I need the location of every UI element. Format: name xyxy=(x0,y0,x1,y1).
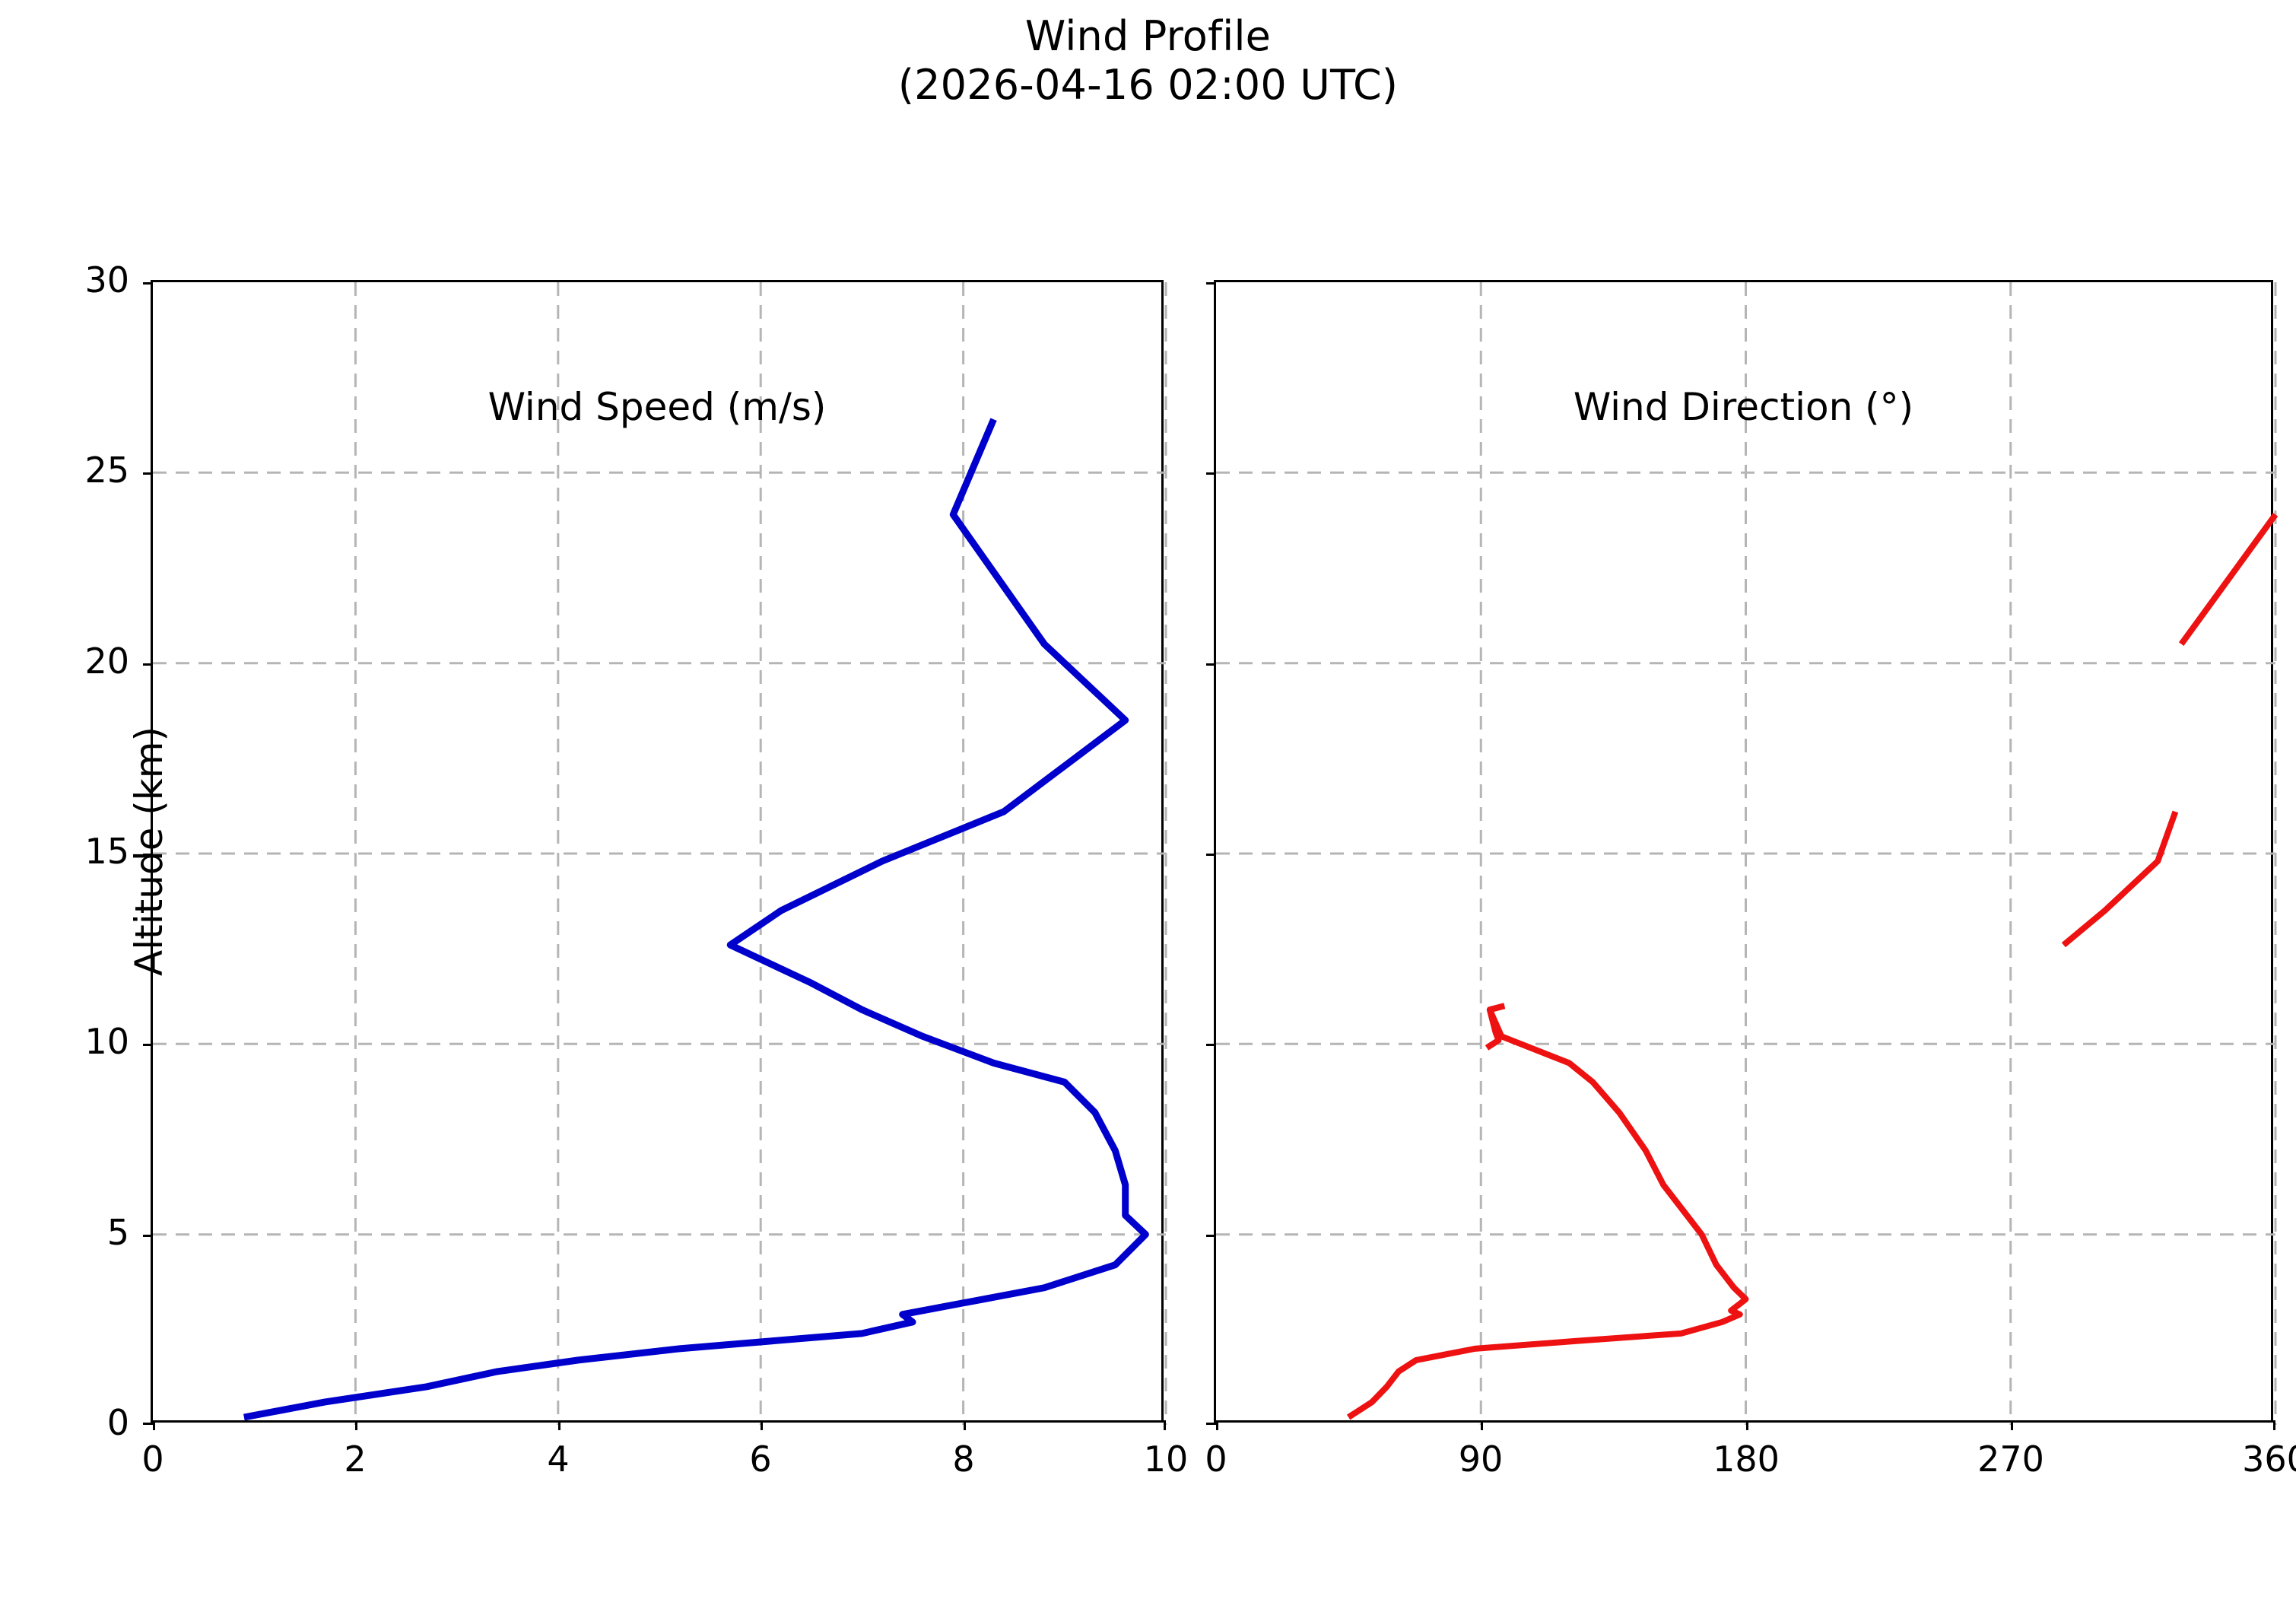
yticklabel-0: 0 xyxy=(106,1402,129,1443)
xticklabel-dir-360: 360 xyxy=(2242,1439,2296,1480)
yticklabel-20: 20 xyxy=(84,640,129,682)
yticklabel-15: 15 xyxy=(84,831,129,872)
xticklabel-speed-0: 0 xyxy=(141,1439,164,1480)
horizontal-gridlines xyxy=(1216,471,2275,1236)
xtick-speed-4 xyxy=(558,1420,561,1430)
xtick-dir-360 xyxy=(2273,1420,2275,1430)
ytick-speed-20 xyxy=(143,663,153,666)
yticklabel-25: 25 xyxy=(84,450,129,491)
ytick-speed-0 xyxy=(143,1423,153,1425)
ytick-dir-20 xyxy=(1206,663,1216,666)
xticklabel-dir-270: 270 xyxy=(1977,1439,2044,1480)
xaxis-label-wind-direction: Wind Direction (°) xyxy=(1573,385,1914,429)
title-timestamp: (2026-04-16 02:00 UTC) xyxy=(897,60,1399,109)
wind-direction-line-main xyxy=(1346,1003,1749,1420)
ytick-speed-10 xyxy=(143,1044,153,1046)
wind-direction-plot-area xyxy=(1216,282,2279,1425)
ytick-speed-5 xyxy=(143,1235,153,1237)
xtick-speed-10 xyxy=(1164,1420,1166,1430)
ytick-speed-30 xyxy=(143,282,153,285)
xtick-speed-0 xyxy=(153,1420,155,1430)
ytick-speed-25 xyxy=(143,472,153,475)
xaxis-label-wind-speed: Wind Speed (m/s) xyxy=(487,385,827,429)
xticklabel-dir-0: 0 xyxy=(1205,1439,1227,1480)
wind-direction-line-upper-hook xyxy=(1485,1003,1506,1051)
xtick-dir-180 xyxy=(1746,1420,1748,1430)
xtick-dir-90 xyxy=(1481,1420,1483,1430)
wind-direction-line-wrapped-1 xyxy=(2061,810,2179,948)
wind-speed-plot-area xyxy=(153,282,1167,1425)
xticklabel-speed-8: 8 xyxy=(952,1439,975,1480)
ytick-dir-5 xyxy=(1206,1235,1216,1237)
wind-speed-line xyxy=(243,418,1149,1421)
xticklabel-dir-180: 180 xyxy=(1713,1439,1780,1480)
ytick-dir-10 xyxy=(1206,1044,1216,1046)
xticklabel-speed-10: 10 xyxy=(1143,1439,1189,1480)
wind-direction-line-wrapped-2 xyxy=(2178,513,2279,646)
xtick-speed-6 xyxy=(761,1420,763,1430)
ytick-dir-25 xyxy=(1206,472,1216,475)
yaxis-label-altitude: Altitude (km) xyxy=(126,727,171,976)
ytick-dir-15 xyxy=(1206,854,1216,856)
ytick-speed-15 xyxy=(143,854,153,856)
xtick-speed-2 xyxy=(355,1420,357,1430)
xtick-dir-0 xyxy=(1216,1420,1218,1430)
ytick-dir-0 xyxy=(1206,1423,1216,1425)
title-main: Wind Profile xyxy=(1024,12,1272,60)
figure-title: Wind Profile (2026-04-16 02:00 UTC) xyxy=(0,12,2296,109)
xtick-dir-270 xyxy=(2011,1420,2013,1430)
yticklabel-5: 5 xyxy=(106,1211,129,1253)
horizontal-gridlines xyxy=(153,471,1166,1236)
xticklabel-dir-90: 90 xyxy=(1458,1439,1504,1480)
ytick-dir-30 xyxy=(1206,282,1216,285)
xticklabel-speed-2: 2 xyxy=(344,1439,367,1480)
yticklabel-10: 10 xyxy=(84,1021,129,1063)
wind-speed-axes: 0 2 4 6 8 10 Wind Speed (m/s) xyxy=(141,280,1188,1480)
yticklabel-30: 30 xyxy=(84,259,129,300)
xticklabel-speed-6: 6 xyxy=(749,1439,772,1480)
xticklabel-speed-4: 4 xyxy=(547,1439,570,1480)
xtick-speed-8 xyxy=(964,1420,966,1430)
wind-direction-axes: 0 90 180 270 360 Wind Direction (°) xyxy=(1205,280,2296,1480)
